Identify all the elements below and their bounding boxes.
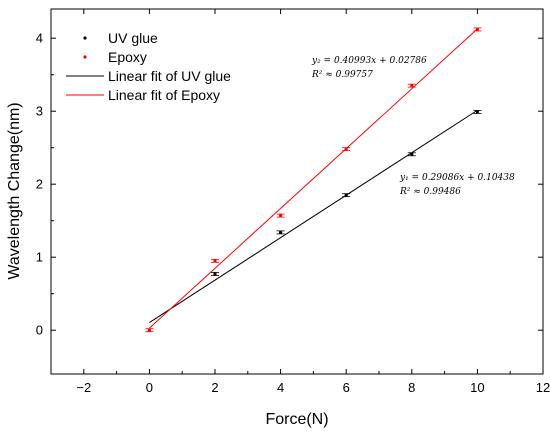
y-tick-label: 3 [36, 104, 43, 119]
uv-equation: y₁ = 0.29086x + 0.10438 [399, 173, 515, 183]
data-point [279, 213, 283, 218]
axis-ticks [51, 9, 544, 374]
legend-label-epoxy: Epoxy [108, 49, 147, 65]
legend-label-epoxy-fit: Linear fit of Epoxy [108, 87, 220, 103]
legend-marker-uv-glue [83, 36, 87, 40]
x-tick-label: −2 [76, 380, 91, 395]
y-axis-title: Wavelength Change(nm) [6, 102, 23, 279]
fit-line [149, 28, 478, 329]
x-tick-label: 10 [470, 380, 484, 395]
data-point [213, 259, 217, 263]
x-tick-label: 8 [408, 380, 415, 395]
x-axis-title: Force(N) [265, 411, 328, 428]
fit-lines [149, 28, 478, 329]
legend: UV glue Epoxy Linear fit of UV glue Line… [66, 30, 231, 103]
data-point [475, 110, 479, 114]
plot-frame [50, 8, 544, 375]
epoxy-equation: y₂ = 0.40993x + 0.02786 [311, 56, 427, 66]
fit-line [149, 109, 478, 323]
x-tick-label: 4 [277, 380, 284, 395]
legend-label-uv-glue: UV glue [108, 30, 158, 46]
x-tick-label: 6 [343, 380, 350, 395]
y-tick-label: 4 [36, 31, 43, 46]
legend-marker-epoxy [83, 55, 87, 59]
uv-r2: R² ≈ 0.99486 [399, 187, 461, 197]
data-point [147, 328, 151, 332]
x-tick-label: 2 [211, 380, 218, 395]
data-points [145, 27, 482, 333]
x-tick-label: 0 [146, 380, 153, 395]
y-tick-label: 2 [36, 177, 43, 192]
data-point [213, 272, 217, 276]
x-tick-label: 12 [536, 380, 550, 395]
data-point [475, 27, 479, 32]
y-tick-label: 0 [36, 323, 43, 338]
epoxy-r2: R² ≈ 0.99757 [311, 70, 373, 80]
data-point [410, 84, 414, 88]
data-point [344, 193, 348, 197]
y-tick-label: 1 [36, 250, 43, 265]
data-point [344, 147, 348, 151]
data-point [279, 230, 283, 234]
data-point [410, 152, 414, 156]
legend-label-uv-fit: Linear fit of UV glue [108, 68, 231, 84]
